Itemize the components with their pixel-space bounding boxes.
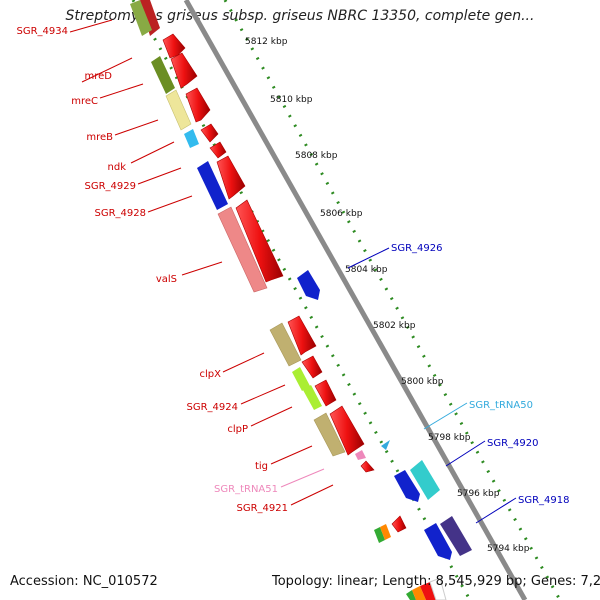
gene-arrow-sgr4934-fwd[interactable] — [140, 0, 160, 36]
gene-arrow-sgr4921-fwd[interactable] — [360, 460, 375, 473]
gene-arrow-ndk-fwd[interactable] — [200, 123, 219, 143]
gene-label[interactable]: SGR_4928 — [95, 208, 147, 219]
gene-label[interactable]: clpP — [227, 424, 248, 435]
label-leader-line — [280, 468, 325, 488]
gene-label[interactable]: clpX — [200, 369, 222, 380]
gene-label[interactable]: SGR_tRNA50 — [469, 400, 533, 411]
gene-arrow-bottom-fwd[interactable] — [391, 515, 407, 533]
gene-box-clpp[interactable] — [313, 412, 346, 457]
gene-label[interactable]: SGR_4920 — [487, 438, 539, 449]
gene-arrow-tig-fwd[interactable] — [329, 405, 365, 456]
ruler-line-left — [131, 0, 472, 600]
gene-arrow-sgr4929-fwd[interactable] — [209, 141, 227, 159]
ruler-ticks: 5812 kbp 5810 kbp 5808 kbp 5806 kbp 5804 kbp… — [245, 37, 530, 554]
forward-genes — [140, 0, 407, 533]
gene-arrow-sgr4928-fwd[interactable] — [216, 155, 246, 200]
left-genes — [130, 0, 391, 543]
gene-box-sgr4924-b[interactable] — [303, 385, 322, 410]
label-leader-line — [347, 247, 390, 269]
label-leader-line — [250, 406, 293, 427]
gene-box-mreb[interactable] — [184, 129, 199, 148]
gene-box-sgr4918[interactable] — [440, 516, 472, 556]
gene-arrow-clpx-fwd[interactable] — [287, 315, 317, 356]
gene-arrow-mred-fwd[interactable] — [162, 33, 186, 59]
label-leader-line — [114, 119, 159, 136]
gene-label[interactable]: mreC — [71, 96, 98, 107]
gene-box-sgr4928[interactable] — [217, 206, 268, 293]
gene-box-sgr4934[interactable] — [130, 0, 152, 36]
ruler-tick-label: 5806 kbp — [320, 209, 363, 219]
ruler-tick-label: 5812 kbp — [245, 37, 288, 47]
gene-label[interactable]: SGR_tRNA51 — [214, 484, 278, 495]
label-leader-line — [445, 440, 486, 467]
ruler-tick-label: 5798 kbp — [428, 433, 471, 443]
gene-box-ndk[interactable] — [197, 161, 228, 210]
bottom-genes — [406, 577, 447, 600]
label-leader-line — [290, 484, 334, 506]
ruler-tick-label: 5810 kbp — [270, 95, 313, 105]
gene-arrow-vals-fwd[interactable] — [235, 199, 284, 283]
gene-label[interactable]: mreD — [85, 71, 113, 82]
gene-box-mred[interactable] — [151, 56, 175, 94]
label-leader-line — [423, 402, 468, 430]
label-leader-line — [81, 57, 133, 83]
gene-arrow-clpp-fwd[interactable] — [314, 379, 337, 407]
gene-box-trna51[interactable] — [355, 450, 366, 460]
gene-labels: SGR_4934 mreD mreC mreB ndk SGR_4929 SGR_4928v… — [17, 19, 570, 524]
gene-label[interactable]: SGR_4926 — [391, 243, 443, 254]
ruler-line-right — [223, 0, 562, 600]
genome-axis — [183, 0, 528, 600]
topology-text: Topology: linear; Length: 8,545,929 bp; … — [272, 574, 600, 589]
accession-text: Accession: NC_010572 — [10, 574, 158, 589]
gene-label[interactable]: SGR_4921 — [237, 503, 289, 514]
label-leader-line — [99, 83, 144, 99]
label-leader-line — [130, 141, 175, 164]
gene-label[interactable]: SGR_4929 — [85, 181, 137, 192]
gene-box-bottom-b[interactable] — [380, 524, 391, 540]
gene-label[interactable]: SGR_4924 — [187, 402, 239, 413]
reverse-genes — [297, 270, 472, 560]
label-leader-line — [270, 445, 313, 465]
gene-arrow-mrec-fwd[interactable] — [170, 52, 198, 89]
gene-arrow-sgr4926[interactable] — [297, 270, 320, 300]
label-leader-line — [240, 384, 286, 405]
ruler-tick-label: 5794 kbp — [487, 544, 530, 554]
genome-title: Streptomyces griseus subsp. griseus NBRC… — [65, 8, 535, 24]
gene-label[interactable]: SGR_4918 — [518, 495, 570, 506]
gene-label[interactable]: tig — [255, 461, 268, 472]
gene-box-sgr4924-a[interactable] — [292, 367, 310, 391]
label-leader-line — [475, 497, 517, 524]
gene-arrow-sgr4924-fwd[interactable] — [301, 355, 323, 379]
ruler-tick-label: 5796 kbp — [457, 489, 500, 499]
gene-arrow-sgr4920b[interactable] — [394, 470, 420, 502]
gene-box-bottom-a[interactable] — [374, 527, 385, 543]
label-leader-line — [137, 167, 182, 185]
ruler-tick-label: 5808 kbp — [295, 151, 338, 161]
gene-label[interactable]: mreB — [86, 132, 113, 143]
gene-box-sgr4920[interactable] — [410, 460, 440, 500]
gene-arrow-mreb-fwd[interactable] — [185, 87, 211, 123]
gene-label[interactable]: SGR_4934 — [17, 26, 69, 37]
gene-label[interactable]: ndk — [108, 162, 127, 173]
label-leader-line — [147, 195, 193, 213]
label-leader-line — [181, 261, 223, 276]
gene-arrow-trna50[interactable] — [381, 440, 390, 450]
gene-box-mrec[interactable] — [165, 89, 192, 131]
label-leader-line — [222, 352, 265, 373]
gene-arrow-sgr4918b[interactable] — [424, 523, 452, 560]
gene-box-clpx[interactable] — [269, 322, 302, 367]
ruler-tick-label: 5804 kbp — [345, 265, 388, 275]
gene-label[interactable]: valS — [156, 274, 177, 285]
label-leader-line — [69, 19, 113, 33]
ruler-tick-label: 5802 kbp — [373, 321, 416, 331]
ruler-tick-label: 5800 kbp — [401, 377, 444, 387]
